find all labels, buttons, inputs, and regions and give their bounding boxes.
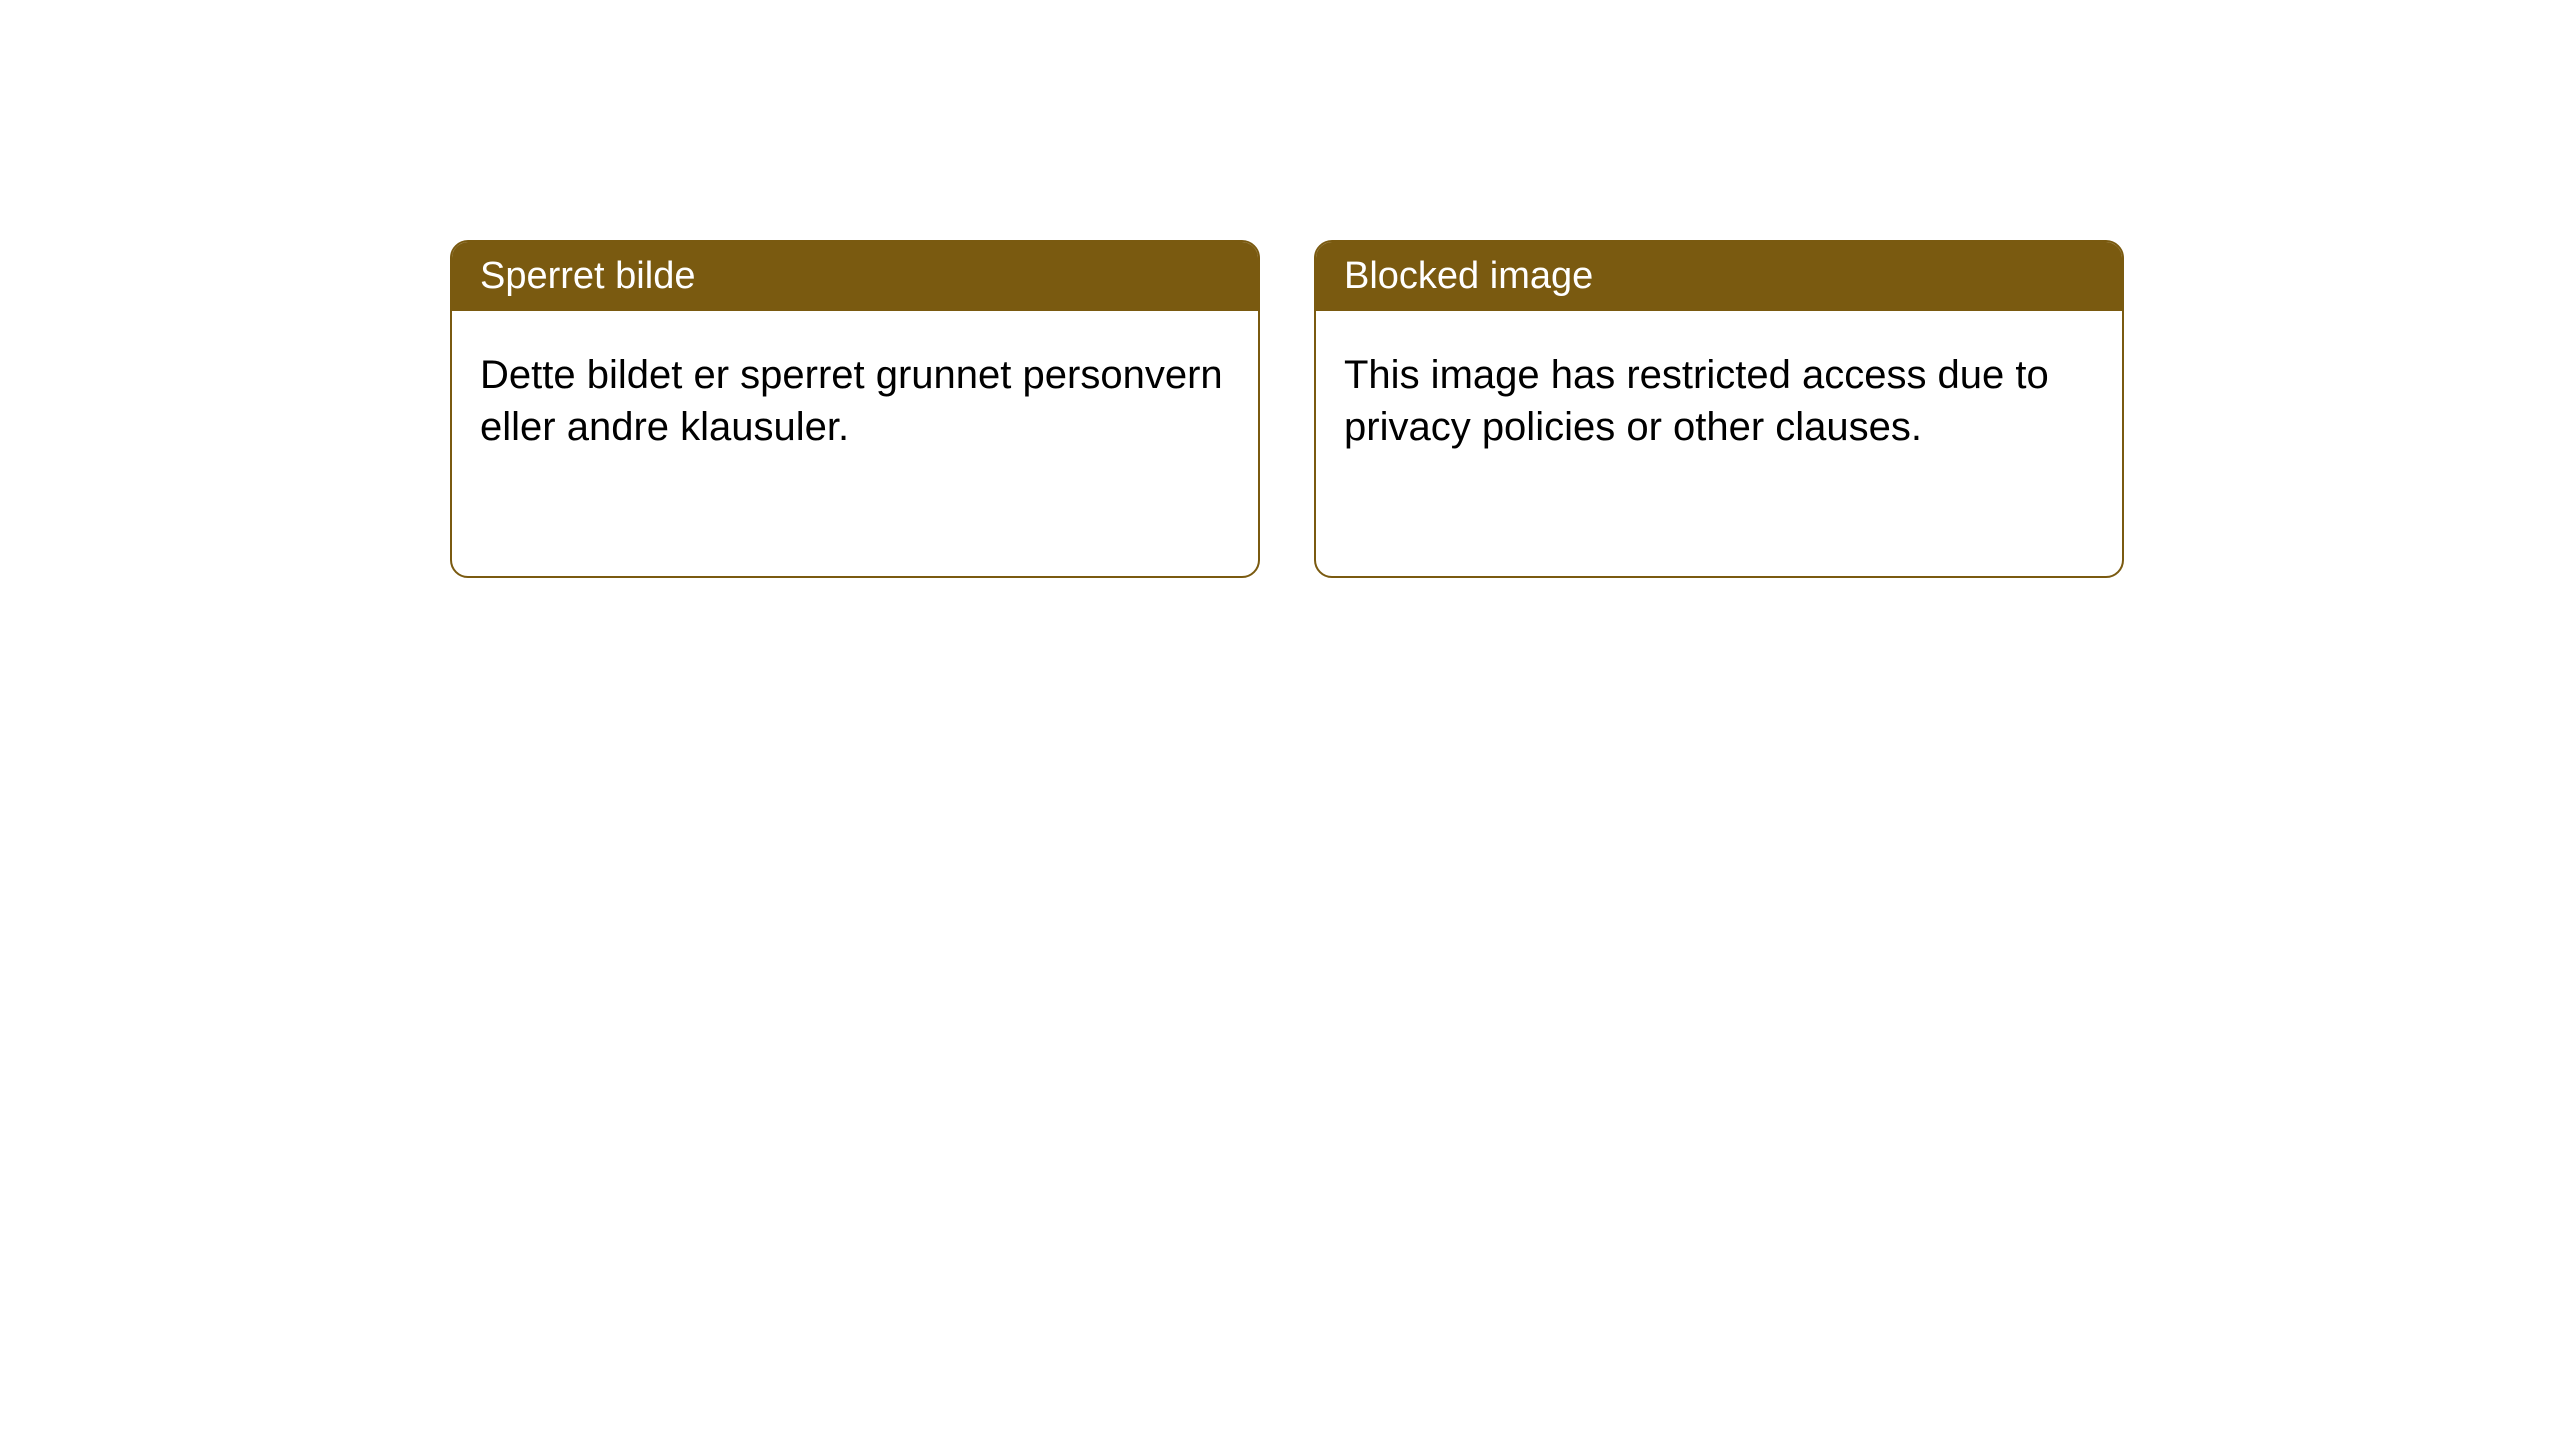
notice-title: Sperret bilde	[480, 255, 695, 297]
notice-body-text: This image has restricted access due to …	[1344, 353, 2049, 449]
notice-card-norwegian: Sperret bilde Dette bildet er sperret gr…	[450, 240, 1260, 578]
notice-title: Blocked image	[1344, 255, 1593, 297]
notice-body: This image has restricted access due to …	[1316, 311, 2122, 491]
notice-body: Dette bildet er sperret grunnet personve…	[452, 311, 1258, 491]
notice-container: Sperret bilde Dette bildet er sperret gr…	[0, 0, 2560, 578]
notice-header: Sperret bilde	[452, 242, 1258, 311]
notice-card-english: Blocked image This image has restricted …	[1314, 240, 2124, 578]
notice-header: Blocked image	[1316, 242, 2122, 311]
notice-body-text: Dette bildet er sperret grunnet personve…	[480, 353, 1223, 449]
